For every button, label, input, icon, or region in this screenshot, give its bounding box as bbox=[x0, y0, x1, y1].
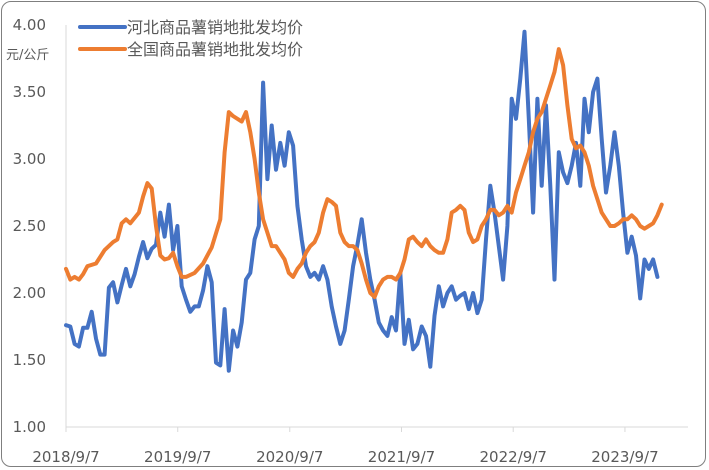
x-tick-label: 2019/9/7 bbox=[144, 448, 211, 466]
y-axis-unit-label: 元/公斤 bbox=[6, 48, 49, 63]
x-tick-label: 2023/9/7 bbox=[591, 448, 658, 466]
axes: 1.00 1.50 2.00 2.50 3.00 3.50 4.00 2018/9/7 2019… bbox=[13, 16, 688, 466]
y-tick-label: 2.00 bbox=[13, 284, 46, 302]
y-tick-label: 3.50 bbox=[13, 83, 46, 101]
series-line-national bbox=[64, 47, 664, 299]
x-tick-label: 2022/9/7 bbox=[480, 448, 547, 466]
y-tick-label: 3.00 bbox=[13, 150, 46, 168]
legend-label-national: 全国商品薯销地批发均价 bbox=[127, 40, 303, 59]
x-tick-label: 2021/9/7 bbox=[368, 448, 435, 466]
y-tick-label: 1.50 bbox=[13, 351, 46, 369]
x-tick-label: 2018/9/7 bbox=[32, 448, 99, 466]
y-tick-label: 2.50 bbox=[13, 217, 46, 235]
series-lines bbox=[64, 29, 664, 373]
y-tick-label: 1.00 bbox=[13, 418, 46, 436]
y-tick-label: 4.00 bbox=[13, 16, 46, 34]
legend: 河北商品薯销地批发均价 全国商品薯销地批发均价 bbox=[78, 18, 303, 59]
series-line-hebei bbox=[64, 29, 660, 373]
legend-label-hebei: 河北商品薯销地批发均价 bbox=[127, 18, 303, 37]
x-tick-label: 2020/9/7 bbox=[256, 448, 323, 466]
